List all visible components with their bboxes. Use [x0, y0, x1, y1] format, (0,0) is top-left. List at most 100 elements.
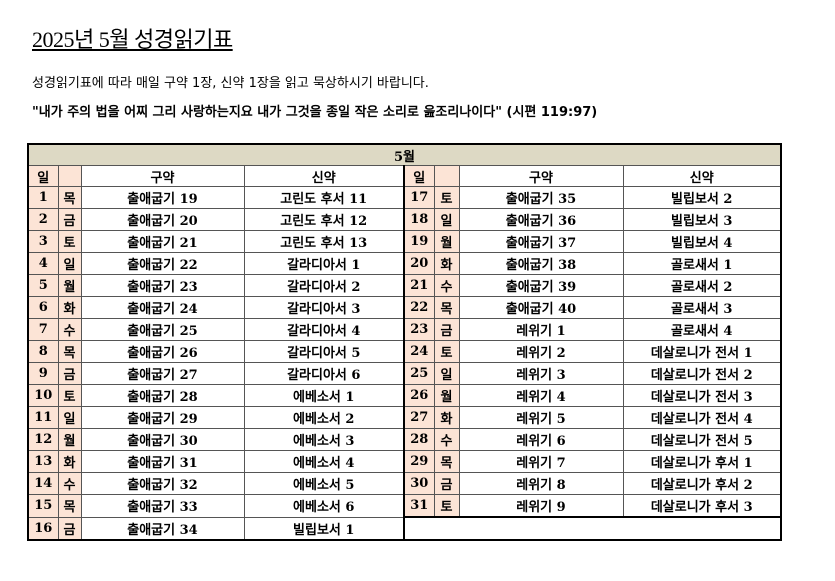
cell-nt: 에베소서 6: [243, 494, 405, 518]
cell-ot: 레위기 8: [458, 472, 624, 495]
cell-nt: 갈라디아서 2: [243, 274, 405, 297]
month-header: 5월: [27, 143, 782, 166]
cell-day: 17: [403, 186, 435, 209]
page-title: 2025년 5월 성경읽기표: [32, 27, 233, 52]
cell-weekday: 금: [433, 472, 460, 495]
table-row: 10 토 출애굽기 28 에베소서 1 26 월 레위기 4 데살로니가 전서 3: [27, 384, 782, 407]
cell-day: 11: [27, 406, 59, 429]
col-weekday: [57, 165, 82, 187]
table-row: 12 월 출애굽기 30 에베소서 3 28 수 레위기 6 데살로니가 전서 5: [27, 428, 782, 451]
cell-nt: 에베소서 2: [243, 406, 405, 429]
empty-cell: [403, 516, 782, 541]
cell-day: 1: [27, 186, 59, 209]
table-row: 14 수 출애굽기 32 에베소서 5 30 금 레위기 8 데살로니가 후서 2: [27, 472, 782, 495]
cell-day: 7: [27, 318, 59, 341]
cell-weekday: 목: [433, 450, 460, 473]
cell-day: 29: [403, 450, 435, 473]
cell-day: 27: [403, 406, 435, 429]
cell-day: 30: [403, 472, 435, 495]
cell-day: 23: [403, 318, 435, 341]
cell-day: 12: [27, 428, 59, 451]
cell-nt: 빌립보서 4: [622, 230, 782, 253]
cell-weekday: 수: [57, 472, 82, 495]
column-header-row: 일 구약 신약 일 구약 신약: [27, 165, 782, 187]
cell-day: 22: [403, 296, 435, 319]
cell-nt: 에베소서 5: [243, 472, 405, 495]
cell-nt: 에베소서 4: [243, 450, 405, 473]
cell-weekday: 월: [433, 384, 460, 407]
cell-nt: 데살로니가 후서 1: [622, 450, 782, 473]
table-row: 6 화 출애굽기 24 갈라디아서 3 22 목 출애굽기 40 골로새서 3: [27, 296, 782, 319]
cell-nt: 빌립보서 1: [243, 516, 405, 541]
cell-ot: 출애굽기 29: [80, 406, 245, 429]
table-row: 3 토 출애굽기 21 고린도 후서 13 19 월 출애굽기 37 빌립보서 4: [27, 230, 782, 253]
cell-ot: 출애굽기 30: [80, 428, 245, 451]
cell-weekday: 목: [433, 296, 460, 319]
cell-weekday: 일: [57, 252, 82, 275]
table-row: 7 수 출애굽기 25 갈라디아서 4 23 금 레위기 1 골로새서 4: [27, 318, 782, 341]
cell-day: 18: [403, 208, 435, 231]
cell-nt: 갈라디아서 5: [243, 340, 405, 363]
cell-ot: 레위기 7: [458, 450, 624, 473]
table-row: 11 일 출애굽기 29 에베소서 2 27 화 레위기 5 데살로니가 전서 4: [27, 406, 782, 429]
cell-weekday: 수: [57, 318, 82, 341]
cell-weekday: 월: [57, 428, 82, 451]
cell-day: 28: [403, 428, 435, 451]
col-day: 일: [403, 165, 435, 187]
cell-nt: 빌립보서 2: [622, 186, 782, 209]
cell-nt: 데살로니가 전서 5: [622, 428, 782, 451]
cell-nt: 데살로니가 전서 2: [622, 362, 782, 385]
cell-day: 26: [403, 384, 435, 407]
cell-ot: 출애굽기 28: [80, 384, 245, 407]
cell-day: 25: [403, 362, 435, 385]
cell-day: 20: [403, 252, 435, 275]
cell-day: 4: [27, 252, 59, 275]
cell-ot: 출애굽기 26: [80, 340, 245, 363]
cell-nt: 고린도 후서 13: [243, 230, 405, 253]
cell-ot: 출애굽기 36: [458, 208, 624, 231]
cell-day: 13: [27, 450, 59, 473]
description: 성경읽기표에 따라 매일 구약 1장, 신약 1장을 읽고 묵상하시기 바랍니다…: [32, 76, 429, 91]
cell-nt: 데살로니가 전서 3: [622, 384, 782, 407]
cell-weekday: 토: [57, 384, 82, 407]
cell-ot: 레위기 4: [458, 384, 624, 407]
cell-nt: 데살로니가 전서 4: [622, 406, 782, 429]
cell-nt: 골로새서 4: [622, 318, 782, 341]
col-nt: 신약: [622, 165, 782, 187]
table-row: 16 금 출애굽기 34 빌립보서 1: [27, 516, 782, 541]
cell-ot: 출애굽기 23: [80, 274, 245, 297]
cell-nt: 데살로니가 후서 2: [622, 472, 782, 495]
cell-ot: 출애굽기 32: [80, 472, 245, 495]
cell-ot: 레위기 3: [458, 362, 624, 385]
cell-ot: 출애굽기 27: [80, 362, 245, 385]
col-ot: 구약: [80, 165, 245, 187]
cell-nt: 골로새서 2: [622, 274, 782, 297]
table-row: 2 금 출애굽기 20 고린도 후서 12 18 일 출애굽기 36 빌립보서 3: [27, 208, 782, 231]
cell-weekday: 화: [433, 406, 460, 429]
cell-ot: 출애굽기 19: [80, 186, 245, 209]
cell-ot: 출애굽기 40: [458, 296, 624, 319]
cell-day: 6: [27, 296, 59, 319]
cell-weekday: 일: [57, 406, 82, 429]
cell-weekday: 화: [433, 252, 460, 275]
cell-ot: 출애굽기 20: [80, 208, 245, 231]
cell-day: 14: [27, 472, 59, 495]
table-row: 1 목 출애굽기 19 고린도 후서 11 17 토 출애굽기 35 빌립보서 2: [27, 186, 782, 209]
cell-weekday: 화: [57, 296, 82, 319]
cell-ot: 출애굽기 31: [80, 450, 245, 473]
cell-day: 15: [27, 494, 59, 518]
cell-ot: 출애굽기 22: [80, 252, 245, 275]
cell-weekday: 금: [57, 516, 82, 541]
cell-weekday: 월: [433, 230, 460, 253]
col-weekday: [433, 165, 460, 187]
cell-day: 5: [27, 274, 59, 297]
cell-weekday: 수: [433, 428, 460, 451]
cell-nt: 골로새서 1: [622, 252, 782, 275]
reading-schedule-table: 5월 일 구약 신약 일 구약 신약 1 목 출애굽기 19 고린도 후서 11 17 토…: [27, 143, 782, 541]
table-row: 4 일 출애굽기 22 갈라디아서 1 20 화 출애굽기 38 골로새서 1: [27, 252, 782, 275]
cell-weekday: 목: [57, 186, 82, 209]
cell-day: 9: [27, 362, 59, 385]
cell-day: 10: [27, 384, 59, 407]
cell-nt: 에베소서 1: [243, 384, 405, 407]
cell-nt: 고린도 후서 12: [243, 208, 405, 231]
